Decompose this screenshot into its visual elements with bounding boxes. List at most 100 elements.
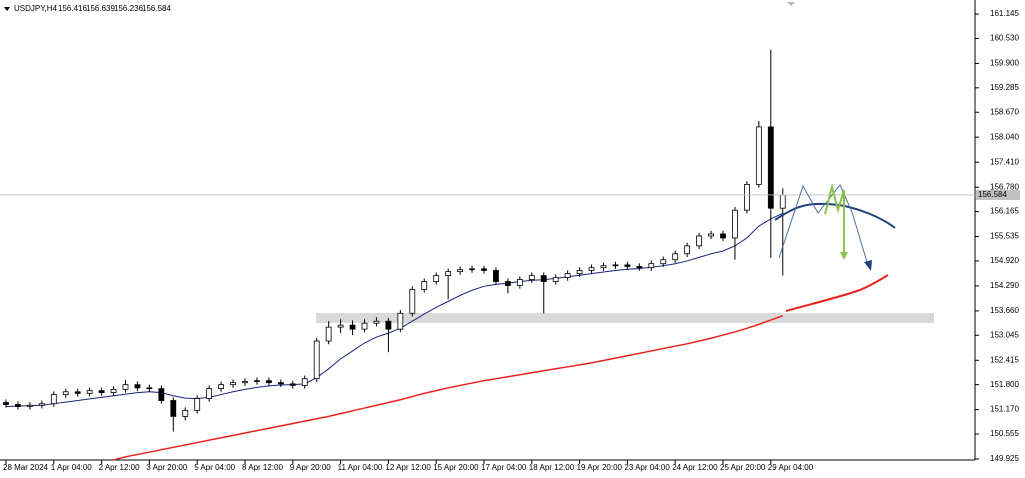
- candle-body: [50, 394, 57, 405]
- header-open: 156.416: [58, 4, 87, 13]
- candle-body: [385, 320, 392, 330]
- candle-body: [648, 263, 655, 269]
- candle-body: [660, 259, 667, 265]
- candle-body: [158, 388, 165, 401]
- candle-body: [3, 402, 9, 405]
- candle-body: [170, 400, 177, 417]
- y-tick-label: 155.535: [990, 232, 1019, 241]
- candle-body: [206, 388, 213, 399]
- y-tick-label: 154.290: [990, 281, 1019, 290]
- plot: [0, 49, 975, 461]
- candle-body: [146, 387, 153, 390]
- candle-body: [433, 275, 440, 282]
- candle-body: [672, 253, 679, 261]
- candle-body: [373, 320, 380, 324]
- x-tick-label: 2 Apr 12:00: [99, 463, 140, 472]
- candle-body: [588, 267, 595, 271]
- candle-body: [755, 126, 762, 185]
- zone-rectangle: [316, 313, 934, 323]
- green-path: [824, 183, 845, 254]
- candle-body: [493, 270, 499, 282]
- candle-body: [337, 324, 344, 328]
- candle-body: [421, 281, 428, 290]
- x-tick-label: 28 Mar 2024: [3, 463, 48, 472]
- y-tick-label: 161.145: [990, 9, 1019, 18]
- x-tick-label: 8 Apr 12:00: [242, 463, 283, 472]
- candle-body: [540, 275, 547, 282]
- green-arrow: [840, 252, 848, 260]
- last-price-tag: [976, 189, 1020, 200]
- candle-body: [552, 277, 559, 282]
- candle-body: [744, 183, 750, 211]
- candle-body: [732, 209, 738, 239]
- x-tick-label: 25 Apr 20:00: [720, 463, 766, 472]
- candle-body: [289, 383, 296, 386]
- candle-body: [98, 390, 105, 393]
- candle-body: [504, 281, 511, 286]
- y-tick-label: 151.800: [990, 380, 1019, 389]
- moving-average: [113, 314, 784, 461]
- x-tick-label: 24 Apr 12:00: [672, 463, 718, 472]
- x-tick-label: 3 Apr 20:00: [146, 463, 187, 472]
- candle-body: [708, 233, 714, 237]
- candle-body: [38, 403, 45, 406]
- y-tick-label: 153.045: [990, 330, 1019, 339]
- y-tick-label: 160.530: [990, 34, 1019, 43]
- candle-body: [600, 265, 607, 269]
- forecast-curve-red: [785, 274, 889, 312]
- candle-body: [86, 390, 93, 394]
- candle-body: [15, 404, 21, 407]
- candle-body: [26, 404, 33, 407]
- candle-body: [636, 266, 643, 269]
- y-tick-label: 150.555: [990, 429, 1019, 438]
- candle-body: [74, 391, 81, 394]
- candle-body: [445, 271, 452, 277]
- x-tick-label: 11 Apr 04:00: [338, 463, 383, 472]
- y-tick-label: 158.040: [990, 132, 1019, 141]
- candle-body: [218, 384, 225, 390]
- x-tick-label: 15 Apr 20:00: [433, 463, 479, 472]
- y-tick-label: 156.165: [990, 207, 1019, 216]
- y-tick-label: 149.925: [990, 454, 1019, 463]
- candle-body: [277, 382, 284, 385]
- candle-body: [134, 384, 141, 389]
- y-tick-label: 151.170: [990, 405, 1019, 414]
- candle-body: [696, 235, 702, 247]
- candle-body: [265, 380, 272, 384]
- candle-body: [457, 269, 464, 273]
- candle-body: [576, 270, 583, 275]
- candle-body: [349, 324, 356, 330]
- y-tick-label: 153.660: [990, 306, 1019, 315]
- last-price-label: 156.584: [978, 190, 1007, 199]
- y-tick-label: 158.670: [990, 107, 1019, 116]
- candle-body: [397, 312, 404, 330]
- candle-body: [720, 233, 726, 239]
- x-tick-label: 5 Apr 04:00: [194, 463, 235, 472]
- candle-body: [612, 264, 619, 267]
- candle-body: [516, 279, 523, 286]
- y-tick-label: 159.900: [990, 59, 1019, 68]
- candle-body: [301, 378, 308, 386]
- x-tick-label: 9 Apr 20:00: [290, 463, 331, 472]
- menu-arrow[interactable]: [4, 7, 10, 11]
- candle-body: [409, 289, 416, 314]
- candle-body: [481, 268, 487, 271]
- candle-body: [684, 245, 691, 255]
- candle-body: [469, 268, 475, 271]
- candle-body: [564, 273, 571, 278]
- x-tick-label: 17 Apr 04:00: [481, 463, 527, 472]
- candle-body: [361, 322, 368, 330]
- candle-body: [254, 380, 260, 382]
- y-tick-label: 154.920: [990, 256, 1019, 265]
- x-tick-label: 29 Apr 04:00: [768, 463, 814, 472]
- x-tick-label: 23 Apr 04:00: [624, 463, 670, 472]
- forecast-arrow: [864, 260, 872, 271]
- header-high: 156.639: [86, 4, 115, 13]
- candle-body: [528, 275, 535, 280]
- x-tick-label: 1 Apr 04:00: [51, 463, 92, 472]
- y-tick-label: 157.410: [990, 157, 1019, 166]
- candle-body: [325, 326, 332, 342]
- candle-body: [230, 382, 236, 386]
